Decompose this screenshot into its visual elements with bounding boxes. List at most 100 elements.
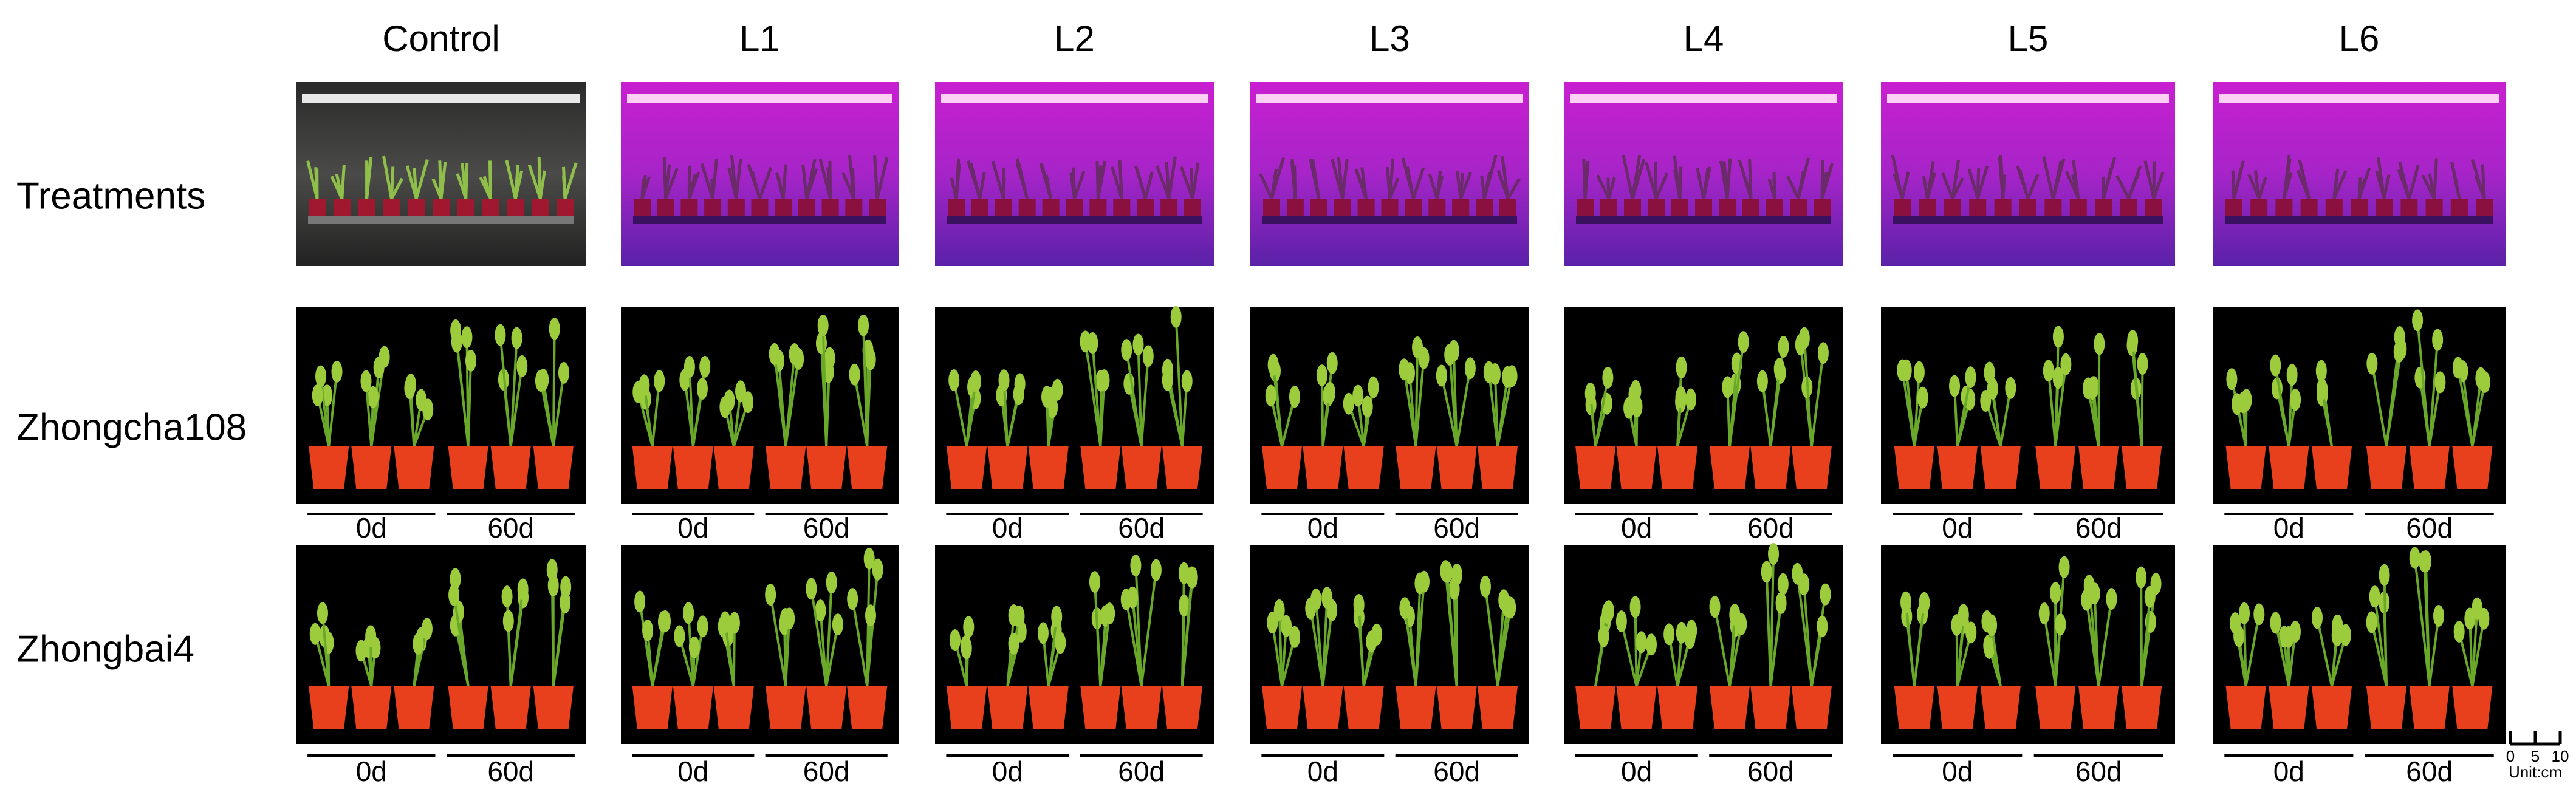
column-header: L1 <box>739 18 780 59</box>
pot <box>2450 199 2468 216</box>
pot <box>1937 446 1978 489</box>
treatment-photo <box>621 82 899 266</box>
leaf <box>1506 178 1521 200</box>
leaf <box>1967 168 1979 199</box>
column-header: Control <box>382 18 499 59</box>
leaf <box>1265 384 1276 407</box>
pot <box>309 199 326 216</box>
leaf <box>2001 174 2007 199</box>
pot <box>457 199 474 216</box>
row-label: Zhongcha108 <box>16 406 247 448</box>
leaf <box>2379 564 2390 586</box>
leaf <box>1675 386 1687 409</box>
leaf <box>640 174 647 199</box>
day-label: 60d <box>803 756 850 787</box>
leaf <box>1584 382 1596 405</box>
stem <box>1803 584 1813 687</box>
day-label: 0d <box>677 756 708 787</box>
leaf <box>1925 172 1937 199</box>
pot <box>751 199 769 216</box>
stem <box>2316 617 2333 687</box>
leaf <box>664 164 671 199</box>
stem <box>1321 598 1329 687</box>
leaf <box>2239 602 2250 624</box>
pot <box>1695 199 1712 216</box>
pot <box>2035 446 2076 489</box>
leaf <box>422 398 434 421</box>
pot <box>1944 199 1961 216</box>
leaf <box>1645 633 1657 656</box>
leaf <box>1170 306 1182 328</box>
leaf <box>1399 597 1411 620</box>
pot <box>806 686 847 729</box>
leaf <box>317 602 328 624</box>
stem <box>2043 613 2057 687</box>
leaf <box>413 168 418 199</box>
pot <box>383 199 400 216</box>
leaf <box>2052 326 2064 348</box>
leaf <box>501 585 513 608</box>
stem <box>2370 622 2388 687</box>
pot <box>1657 446 1698 489</box>
leaf <box>1354 169 1368 199</box>
leaf <box>2005 377 2016 399</box>
leaf <box>2102 176 2105 199</box>
pot <box>2078 446 2119 489</box>
pot <box>532 199 549 216</box>
shelf <box>1893 216 2163 224</box>
stem <box>552 602 567 687</box>
stem <box>1047 616 1058 687</box>
pot <box>727 199 745 216</box>
pot <box>766 686 806 729</box>
pot <box>2145 199 2162 216</box>
leaf <box>2470 159 2486 199</box>
leaf <box>2420 550 2431 573</box>
leaf <box>1676 621 1687 644</box>
leaf <box>1008 632 1019 655</box>
leaf <box>1786 176 1800 200</box>
leaf <box>2253 170 2261 199</box>
pot <box>1343 686 1384 729</box>
leaf <box>2127 172 2140 199</box>
leaf <box>801 165 809 199</box>
leaf <box>1778 336 1789 358</box>
stem <box>2244 614 2261 687</box>
stem <box>365 381 373 447</box>
leaf <box>1331 158 1345 199</box>
pot <box>1742 199 1759 216</box>
leaf <box>1748 159 1753 199</box>
leaf <box>1900 171 1910 199</box>
leaf <box>806 578 817 600</box>
pot <box>847 686 888 729</box>
column-header: L6 <box>2339 18 2380 59</box>
leaf <box>1150 559 1162 581</box>
leaf <box>1984 637 1995 659</box>
leaf <box>1096 165 1103 199</box>
pot <box>1648 199 1665 216</box>
leaf <box>314 167 319 199</box>
leaf <box>1418 570 1430 593</box>
leaf <box>815 599 826 622</box>
leaf <box>742 391 754 414</box>
leaf <box>1441 561 1453 583</box>
leaf <box>331 360 343 383</box>
day-label: 0d <box>356 512 387 544</box>
pot <box>2300 199 2318 216</box>
stem <box>1803 338 1813 447</box>
leaf <box>451 330 462 353</box>
leaf <box>1273 599 1285 621</box>
stem <box>1728 614 1736 687</box>
pot <box>1428 199 1446 216</box>
pot <box>351 446 392 489</box>
leaf <box>683 602 694 624</box>
leaf <box>1267 353 1279 376</box>
leaf <box>547 575 559 597</box>
leaf <box>1951 614 1962 637</box>
leaf <box>847 588 858 610</box>
stem <box>1455 367 1471 447</box>
pot <box>1396 446 1436 489</box>
pot <box>1303 446 1343 489</box>
stem <box>1913 372 1920 447</box>
leaf <box>461 326 473 349</box>
pot <box>673 686 713 729</box>
